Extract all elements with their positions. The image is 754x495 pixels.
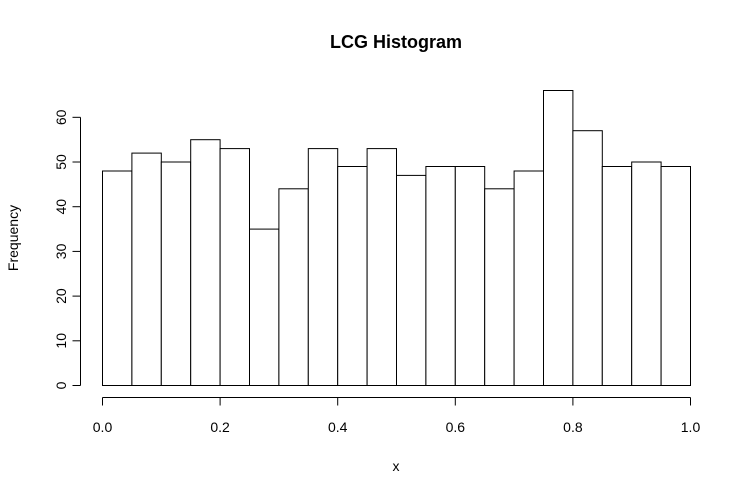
x-axis: 0.0 0.2 0.4 0.6 0.8 1.0 [93, 397, 701, 435]
y-tick-label: 10 [53, 333, 69, 349]
y-axis: 0 10 20 30 40 50 60 [53, 109, 81, 389]
histogram-bar-10 [366, 148, 398, 386]
histogram-bar-20 [660, 166, 691, 386]
x-tick-label: 0.6 [446, 419, 466, 435]
bars-group [102, 90, 691, 386]
y-tick-label: 50 [53, 154, 69, 170]
histogram-bar-17 [572, 130, 603, 386]
histogram-bar-19 [631, 161, 662, 386]
histogram-bar-9 [337, 166, 368, 386]
histogram-bar-1 [102, 170, 133, 386]
y-axis-label: Frequency [5, 205, 21, 271]
x-tick-label: 0.2 [210, 419, 230, 435]
chart-title: LCG Histogram [330, 32, 462, 52]
y-tick-label: 20 [53, 288, 69, 304]
histogram-bar-8 [307, 148, 339, 386]
histogram-bar-12 [425, 166, 456, 386]
y-tick-label: 40 [53, 199, 69, 215]
histogram-bar-16 [543, 90, 574, 386]
histogram-bar-2 [131, 152, 162, 386]
histogram-bar-4 [190, 139, 221, 386]
x-tick-label: 0.0 [93, 419, 113, 435]
x-tick-label: 1.0 [681, 419, 701, 435]
histogram-bar-11 [396, 174, 427, 386]
histogram-bar-18 [601, 166, 633, 386]
histogram-bar-3 [160, 161, 192, 386]
y-tick-label: 60 [53, 109, 69, 125]
histogram-bar-5 [219, 148, 251, 386]
histogram-bar-6 [249, 228, 280, 386]
y-tick-label: 0 [53, 381, 69, 389]
histogram-bar-14 [484, 188, 515, 386]
y-tick-label: 30 [53, 243, 69, 259]
histogram-bar-7 [278, 188, 309, 386]
x-axis-label: x [393, 458, 400, 474]
histogram-bar-13 [454, 166, 486, 386]
histogram-bar-15 [513, 170, 544, 386]
x-tick-label: 0.4 [328, 419, 348, 435]
x-tick-label: 0.8 [563, 419, 583, 435]
